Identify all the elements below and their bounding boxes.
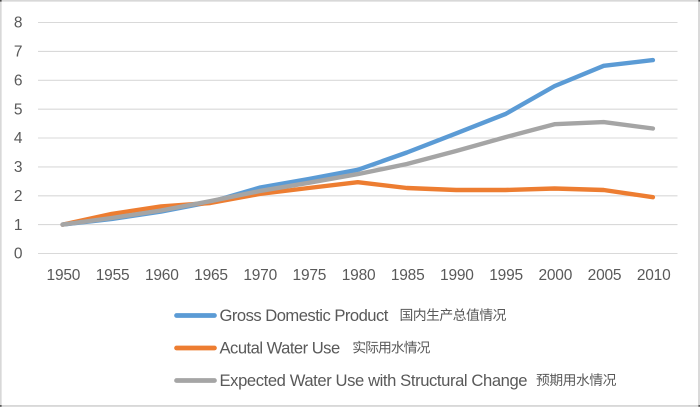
- svg-text:Gross Domestic Product: Gross Domestic Product: [220, 306, 389, 325]
- svg-text:1950: 1950: [47, 267, 81, 284]
- svg-text:1970: 1970: [243, 267, 277, 284]
- svg-text:2010: 2010: [637, 267, 671, 284]
- svg-text:1975: 1975: [293, 267, 327, 284]
- svg-text:Expected Water Use with Struct: Expected Water Use with Structural Chang…: [220, 371, 528, 390]
- svg-text:1965: 1965: [194, 267, 228, 284]
- svg-text:7: 7: [14, 44, 22, 61]
- svg-text:1955: 1955: [96, 267, 130, 284]
- svg-text:0: 0: [14, 246, 23, 263]
- svg-text:Acutal Water Use: Acutal Water Use: [220, 339, 340, 358]
- svg-text:6: 6: [14, 73, 22, 90]
- svg-text:2000: 2000: [538, 267, 572, 284]
- svg-text:5: 5: [14, 101, 22, 118]
- svg-text:8: 8: [14, 15, 22, 32]
- svg-text:1960: 1960: [145, 267, 179, 284]
- svg-text:1: 1: [14, 217, 22, 234]
- svg-text:3: 3: [14, 159, 22, 176]
- svg-text:2: 2: [14, 188, 22, 205]
- svg-text:2005: 2005: [588, 267, 622, 284]
- svg-text:1985: 1985: [391, 267, 425, 284]
- svg-text:1995: 1995: [489, 267, 523, 284]
- svg-text:4: 4: [14, 130, 23, 147]
- svg-text:1980: 1980: [342, 267, 376, 284]
- svg-text:1990: 1990: [440, 267, 474, 284]
